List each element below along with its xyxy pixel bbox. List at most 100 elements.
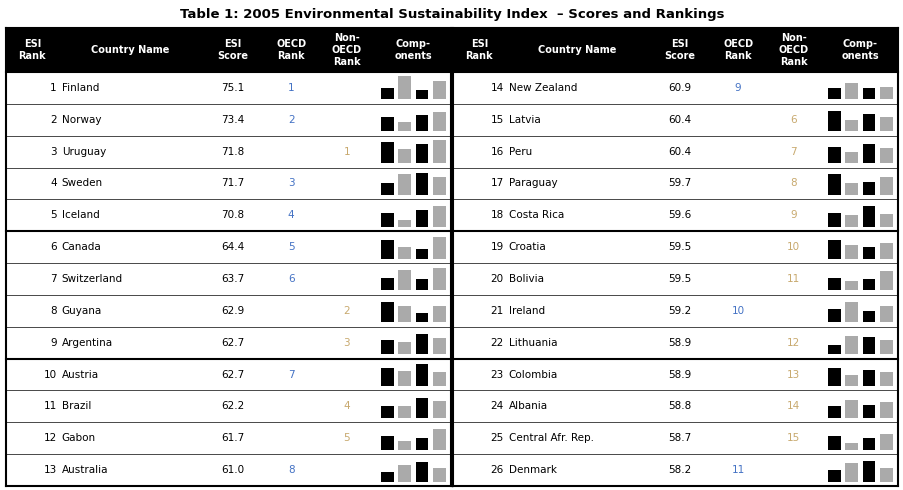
Text: 62.2: 62.2	[221, 401, 244, 412]
Text: 12: 12	[787, 338, 799, 348]
Text: 8: 8	[789, 178, 796, 189]
Text: 2: 2	[51, 115, 57, 125]
Bar	[381, 406, 394, 418]
Text: 62.7: 62.7	[221, 369, 244, 380]
Bar	[398, 306, 411, 322]
Text: 21: 21	[490, 306, 503, 316]
Text: 8: 8	[51, 306, 57, 316]
Bar	[827, 147, 840, 163]
Bar	[827, 470, 840, 482]
Bar	[415, 313, 428, 322]
Text: Paraguay: Paraguay	[508, 178, 557, 189]
Bar	[827, 436, 840, 450]
Bar	[861, 311, 874, 322]
Bar	[844, 120, 857, 131]
Text: OECD
Rank: OECD Rank	[722, 39, 752, 61]
Text: Country Name: Country Name	[537, 45, 615, 55]
Bar	[827, 278, 840, 291]
Text: Bolivia: Bolivia	[508, 274, 544, 284]
Bar	[433, 140, 445, 163]
Bar	[381, 436, 394, 450]
Bar	[398, 76, 411, 99]
Bar	[879, 271, 892, 291]
Bar	[381, 302, 394, 322]
Text: 61.0: 61.0	[221, 465, 244, 475]
Text: Comp-
onents: Comp- onents	[395, 39, 432, 61]
Bar	[879, 341, 892, 354]
Text: Costa Rica: Costa Rica	[508, 210, 563, 221]
Bar	[433, 268, 445, 291]
Text: 7: 7	[51, 274, 57, 284]
Bar	[861, 114, 874, 131]
Bar	[433, 81, 445, 99]
Bar	[415, 279, 428, 291]
Text: 16: 16	[490, 147, 503, 157]
Bar	[381, 118, 394, 131]
Text: 6: 6	[287, 274, 294, 284]
Text: 62.9: 62.9	[221, 306, 244, 316]
Text: Argentina: Argentina	[61, 338, 113, 348]
Text: 58.2: 58.2	[667, 465, 691, 475]
Text: 75.1: 75.1	[221, 83, 244, 93]
Text: 1: 1	[51, 83, 57, 93]
Text: Sweden: Sweden	[61, 178, 103, 189]
Bar	[381, 368, 394, 386]
Bar	[381, 278, 394, 291]
Text: 58.9: 58.9	[667, 338, 691, 348]
Text: 13: 13	[43, 465, 57, 475]
Bar	[398, 220, 411, 227]
Text: Canada: Canada	[61, 242, 101, 252]
Text: OECD
Rank: OECD Rank	[275, 39, 306, 61]
Text: 5: 5	[51, 210, 57, 221]
Text: 3: 3	[51, 147, 57, 157]
Text: Country Name: Country Name	[90, 45, 169, 55]
Text: Comp-
onents: Comp- onents	[841, 39, 879, 61]
Text: 6: 6	[789, 115, 796, 125]
Bar	[827, 213, 840, 227]
Bar	[879, 243, 892, 259]
Text: 60.9: 60.9	[667, 83, 691, 93]
Text: 24: 24	[490, 401, 503, 412]
Bar	[861, 279, 874, 291]
Text: Colombia: Colombia	[508, 369, 557, 380]
Text: Norway: Norway	[61, 115, 101, 125]
Text: Iceland: Iceland	[61, 210, 99, 221]
Bar	[879, 87, 892, 99]
Bar	[381, 341, 394, 354]
Text: 11: 11	[43, 401, 57, 412]
Text: 10: 10	[787, 242, 799, 252]
Text: 4: 4	[287, 210, 294, 221]
Text: Ireland: Ireland	[508, 306, 545, 316]
Bar	[381, 240, 394, 259]
Bar	[415, 144, 428, 163]
Bar	[433, 237, 445, 259]
Text: 20: 20	[490, 274, 503, 284]
Bar	[861, 370, 874, 386]
Bar	[433, 176, 445, 195]
Bar	[398, 371, 411, 386]
Bar	[433, 338, 445, 354]
Bar	[381, 88, 394, 99]
Bar	[827, 309, 840, 322]
Bar	[398, 406, 411, 418]
Bar	[861, 438, 874, 450]
Text: Albania: Albania	[508, 401, 547, 412]
Text: 58.7: 58.7	[667, 433, 691, 443]
Text: 71.7: 71.7	[221, 178, 244, 189]
Bar	[861, 206, 874, 227]
Text: 10: 10	[43, 369, 57, 380]
Text: Non-
OECD
Rank: Non- OECD Rank	[331, 33, 361, 68]
Text: 23: 23	[490, 369, 503, 380]
Text: 2: 2	[287, 115, 294, 125]
Text: 1: 1	[287, 83, 294, 93]
Text: Peru: Peru	[508, 147, 532, 157]
Text: Central Afr. Rep.: Central Afr. Rep.	[508, 433, 593, 443]
Bar	[844, 245, 857, 259]
Text: 4: 4	[51, 178, 57, 189]
Bar	[398, 342, 411, 354]
Text: ESI
Rank: ESI Rank	[19, 39, 46, 61]
Bar	[415, 173, 428, 195]
Bar	[6, 28, 451, 72]
Text: Guyana: Guyana	[61, 306, 102, 316]
Text: 5: 5	[287, 242, 294, 252]
